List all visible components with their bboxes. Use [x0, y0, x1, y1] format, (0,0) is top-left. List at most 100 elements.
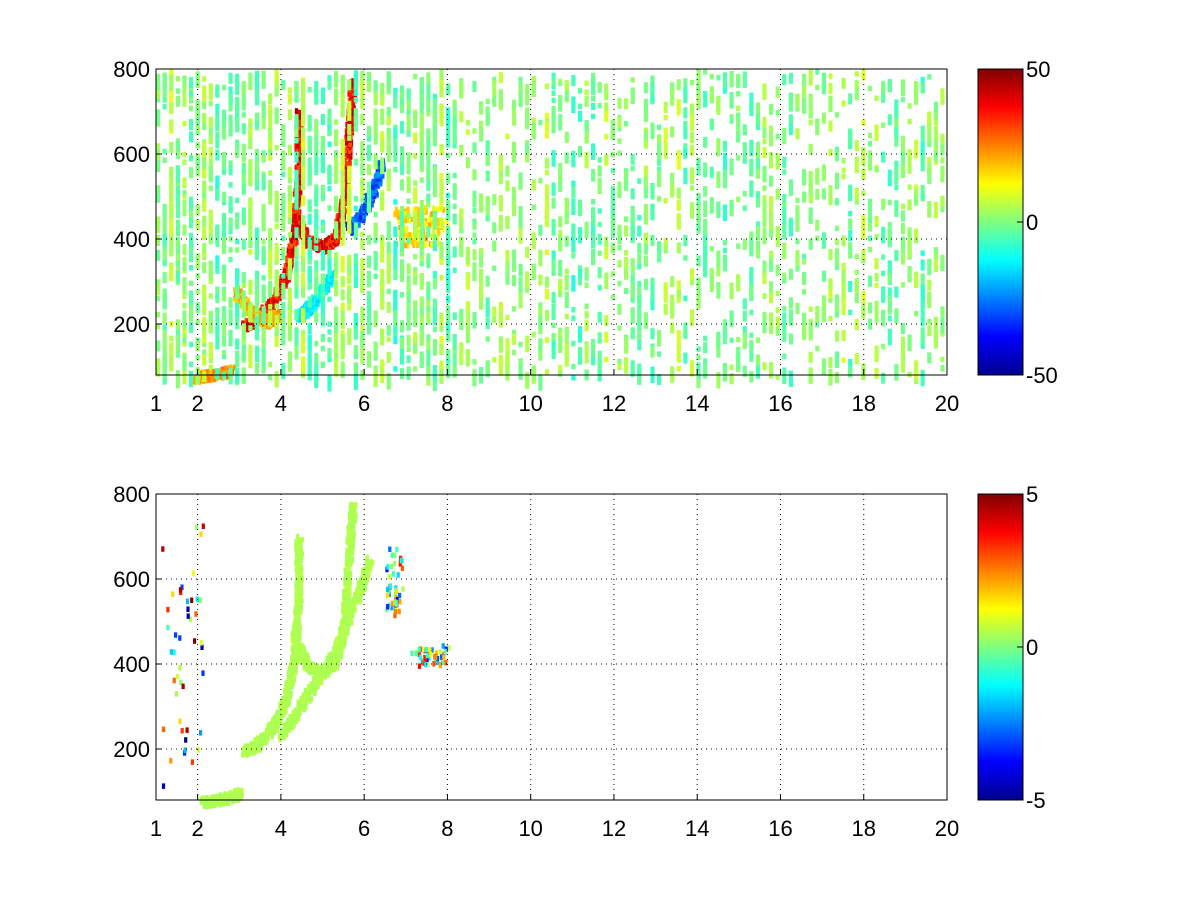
heatmap-cell — [241, 299, 246, 311]
heatmap-cell — [369, 195, 373, 201]
heatmap-cell — [334, 267, 339, 279]
heatmap-cell — [182, 329, 187, 335]
heatmap-cell — [479, 268, 484, 286]
heatmap-cell — [459, 111, 464, 123]
heatmap-cell — [591, 113, 596, 120]
heatmap-cell — [162, 148, 167, 155]
heatmap-cell — [571, 223, 576, 240]
heatmap-cell — [538, 177, 543, 184]
heatmap-cell — [479, 193, 484, 210]
heatmap-cell — [320, 273, 325, 285]
heatmap-cell — [604, 236, 609, 248]
heatmap-cell — [274, 335, 279, 347]
heatmap-cell — [195, 273, 200, 279]
heatmap-cell — [301, 286, 306, 298]
heatmap-cell — [465, 120, 470, 126]
heatmap-cell — [419, 131, 424, 148]
heatmap-cell — [215, 131, 220, 149]
heatmap-cell — [821, 305, 826, 323]
heatmap-cell — [749, 139, 754, 157]
heatmap-cell — [182, 337, 187, 344]
heatmap-cell — [380, 359, 385, 371]
heatmap-cell — [834, 372, 840, 383]
heatmap-cell — [281, 215, 286, 232]
heatmap-cell — [439, 365, 444, 377]
heatmap-cell — [755, 191, 760, 208]
heatmap-cell — [261, 118, 266, 130]
heatmap-cell — [696, 92, 701, 109]
heatmap-cell — [544, 288, 550, 300]
heatmap-cell — [722, 239, 728, 246]
heatmap-cell — [340, 302, 345, 314]
heatmap-cell — [301, 272, 306, 290]
heatmap-cell — [380, 284, 385, 290]
heatmap-cell — [716, 98, 721, 115]
heatmap-cell — [327, 321, 332, 327]
heatmap-cell — [228, 182, 233, 188]
heatmap-cell — [268, 236, 273, 254]
heatmap-cell — [274, 81, 279, 87]
heatmap-cell — [432, 191, 437, 197]
heatmap-cell — [742, 326, 747, 338]
heatmap-cell — [208, 227, 213, 245]
heatmap-cell — [182, 81, 187, 87]
heatmap-cell — [769, 196, 774, 213]
heatmap-cell — [676, 153, 681, 170]
heatmap-cell — [729, 118, 734, 124]
heatmap-cell — [162, 272, 167, 284]
heatmap-cell — [584, 341, 589, 347]
heatmap-cell — [498, 164, 503, 171]
heatmap-cell — [353, 258, 358, 275]
heatmap-cell — [445, 217, 449, 224]
heatmap-cell — [259, 315, 263, 321]
heatmap-cell — [268, 228, 273, 239]
heatmap-cell — [624, 121, 629, 127]
heatmap-cell — [459, 308, 464, 320]
heatmap-cell — [399, 226, 405, 238]
heatmap-cell — [353, 346, 358, 358]
heatmap-cell — [775, 290, 780, 297]
heatmap-cell — [274, 271, 279, 288]
heatmap-cell — [301, 356, 306, 373]
heatmap-cell — [670, 89, 675, 106]
heatmap-cell — [254, 148, 260, 155]
heatmap-cell — [182, 199, 187, 217]
heatmap-cell — [347, 135, 352, 141]
heatmap-cell — [307, 248, 312, 260]
heatmap-cell — [544, 184, 550, 190]
heatmap-cell — [821, 164, 826, 181]
heatmap-cell — [511, 109, 517, 126]
heatmap-cell — [755, 229, 760, 241]
heatmap-cell — [294, 246, 299, 258]
heatmap-cell — [874, 345, 879, 363]
heatmap-cell — [314, 371, 319, 388]
heatmap-cell — [663, 114, 668, 121]
heatmap-cell — [650, 183, 655, 200]
heatmap-cell — [202, 298, 207, 316]
heatmap-cell — [241, 123, 246, 135]
heatmap-cell — [294, 193, 299, 210]
heatmap-cell — [854, 140, 859, 152]
heatmap-cell — [571, 340, 576, 347]
heatmap-cell — [307, 323, 312, 334]
heatmap-cell — [327, 296, 332, 302]
heatmap-cell — [604, 272, 609, 290]
heatmap-cell — [584, 120, 589, 132]
heatmap-cell — [360, 156, 365, 162]
heatmap-cell — [854, 269, 859, 276]
heatmap-cell — [386, 249, 391, 266]
heatmap-cell — [571, 374, 576, 381]
heatmap-cell — [637, 310, 642, 322]
heatmap-cell — [254, 227, 260, 239]
heatmap-cell — [828, 315, 833, 322]
heatmap-cell — [310, 242, 314, 249]
heatmap-cell — [156, 340, 161, 352]
heatmap-cell — [861, 223, 866, 230]
heatmap-cell — [189, 361, 194, 368]
heatmap-cell — [782, 127, 787, 145]
heatmap-cell — [472, 232, 477, 239]
heatmap-cell — [722, 140, 728, 152]
heatmap-cell — [320, 309, 325, 327]
heatmap-cell — [558, 278, 563, 290]
heatmap-cell — [518, 358, 523, 364]
